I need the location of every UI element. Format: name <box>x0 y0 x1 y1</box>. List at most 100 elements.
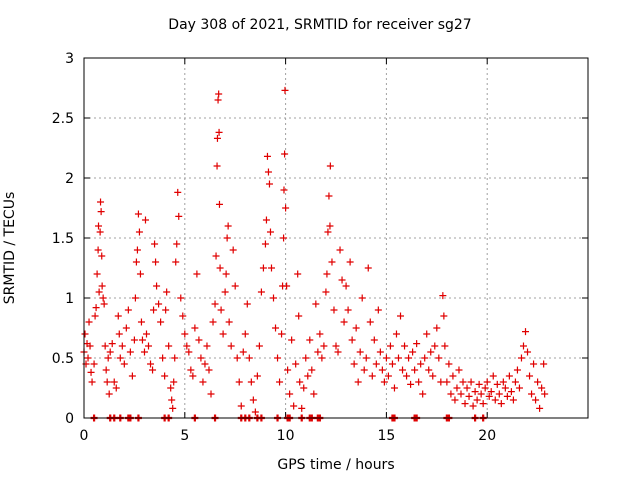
data-point <box>259 264 267 272</box>
data-point <box>147 360 155 368</box>
y-tick-label: 1.5 <box>52 231 74 247</box>
data-point <box>222 270 230 278</box>
data-point <box>136 270 144 278</box>
data-point <box>362 354 370 362</box>
data-point <box>128 372 136 380</box>
data-point <box>152 258 160 266</box>
data-point <box>475 380 483 388</box>
data-point <box>536 404 544 412</box>
data-point <box>413 340 421 348</box>
x-axis-label: GPS time / hours <box>277 457 395 473</box>
data-point <box>95 222 103 230</box>
data-point <box>114 312 122 320</box>
data-point <box>451 396 459 404</box>
data-point <box>296 378 304 386</box>
data-point <box>358 294 366 302</box>
data-point <box>247 378 255 386</box>
data-point <box>421 354 429 362</box>
data-point <box>215 90 223 98</box>
data-point <box>81 330 89 338</box>
data-point <box>465 392 473 400</box>
data-point <box>326 222 334 230</box>
data-point <box>423 330 431 338</box>
data-point <box>447 390 455 398</box>
data-point <box>532 396 540 404</box>
data-point <box>376 348 384 356</box>
data-point <box>378 366 386 374</box>
data-point <box>419 390 427 398</box>
data-point <box>132 258 140 266</box>
data-point <box>530 360 538 368</box>
data-point <box>98 282 106 290</box>
data-point <box>241 330 249 338</box>
data-point <box>437 378 445 386</box>
data-point <box>90 360 98 368</box>
data-point <box>237 402 245 410</box>
data-point <box>101 342 109 350</box>
data-point <box>427 348 435 356</box>
data-point <box>425 366 433 374</box>
data-point <box>429 372 437 380</box>
data-point <box>463 384 471 392</box>
data-point <box>94 246 102 254</box>
data-point <box>141 216 149 224</box>
data-point <box>131 294 139 302</box>
data-point <box>104 354 112 362</box>
data-point <box>118 342 126 350</box>
data-point <box>440 312 448 320</box>
data-point <box>162 306 170 314</box>
data-point <box>509 396 517 404</box>
y-tick-label: 1 <box>65 291 74 307</box>
data-point <box>245 354 253 362</box>
data-point <box>281 86 289 94</box>
data-point <box>459 378 467 386</box>
data-point <box>197 354 205 362</box>
data-point <box>538 384 546 392</box>
data-point <box>507 388 515 396</box>
data-point <box>214 96 222 104</box>
data-point <box>322 288 330 296</box>
data-point <box>174 188 182 196</box>
data-point <box>503 392 511 400</box>
data-point <box>306 336 314 344</box>
y-tick-label: 2 <box>65 171 74 187</box>
data-point <box>219 330 227 338</box>
data-point <box>183 342 191 350</box>
data-point <box>165 342 173 350</box>
data-point <box>142 330 150 338</box>
data-point <box>453 384 461 392</box>
data-point <box>97 198 105 206</box>
data-point <box>449 372 457 380</box>
data-point <box>340 318 348 326</box>
data-point <box>288 336 296 344</box>
data-point <box>225 318 233 326</box>
data-point <box>278 330 286 338</box>
data-point <box>499 378 507 386</box>
chart-title: Day 308 of 2021, SRMTID for receiver sg2… <box>168 17 472 33</box>
data-point <box>243 300 251 308</box>
data-point <box>284 366 292 374</box>
data-point <box>229 246 237 254</box>
data-point <box>298 404 306 412</box>
data-point <box>372 360 380 368</box>
data-point <box>481 384 489 392</box>
data-point <box>227 342 235 350</box>
data-point <box>497 400 505 408</box>
data-point <box>235 378 243 386</box>
data-point <box>541 390 549 398</box>
data-point <box>457 390 465 398</box>
data-point <box>223 234 231 242</box>
data-point <box>281 150 289 158</box>
data-point <box>407 380 415 388</box>
x-tick-label: 5 <box>180 428 189 444</box>
data-point <box>338 276 346 284</box>
data-point <box>493 380 501 388</box>
data-point <box>304 372 312 380</box>
data-point <box>455 366 463 374</box>
data-point <box>179 312 187 320</box>
data-point <box>249 396 257 404</box>
data-point <box>491 396 499 404</box>
data-point <box>522 328 530 336</box>
data-point <box>441 342 449 350</box>
